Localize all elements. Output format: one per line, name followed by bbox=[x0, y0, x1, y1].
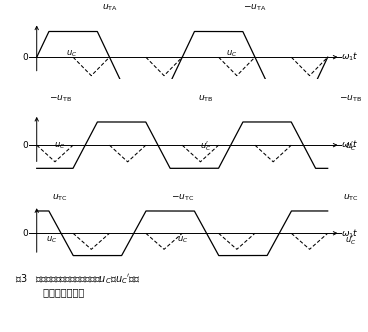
Text: $u_C^{\prime}$: $u_C^{\prime}$ bbox=[200, 139, 211, 153]
Text: $u_{\mathrm{TC}}$: $u_{\mathrm{TC}}$ bbox=[52, 193, 68, 203]
Text: $u_C$: $u_C$ bbox=[177, 235, 188, 245]
Text: $u_C$: $u_C$ bbox=[46, 235, 57, 245]
Text: $u_{\mathrm{TB}}$: $u_{\mathrm{TB}}$ bbox=[198, 94, 213, 105]
Text: $-u_{\mathrm{TB}}$: $-u_{\mathrm{TB}}$ bbox=[340, 94, 362, 105]
Text: $-u_{\mathrm{TC}}$: $-u_{\mathrm{TC}}$ bbox=[171, 193, 194, 203]
Text: 0: 0 bbox=[22, 141, 28, 150]
Text: 0: 0 bbox=[22, 229, 28, 238]
Text: $\omega_1 t$: $\omega_1 t$ bbox=[341, 139, 359, 151]
Text: $-u_{\mathrm{TB}}$: $-u_{\mathrm{TB}}$ bbox=[49, 94, 71, 105]
Text: $u_C^{\prime}$: $u_C^{\prime}$ bbox=[345, 233, 357, 247]
Text: $u_C^{\prime}$: $u_C^{\prime}$ bbox=[345, 139, 357, 153]
Text: $\omega_1 t$: $\omega_1 t$ bbox=[341, 227, 359, 239]
Text: $u_{\mathrm{TC}}$: $u_{\mathrm{TC}}$ bbox=[343, 193, 359, 203]
Text: 0: 0 bbox=[22, 53, 28, 62]
Text: $u_C$: $u_C$ bbox=[66, 49, 77, 59]
Text: $u_C$: $u_C$ bbox=[226, 49, 237, 59]
Text: $-u_{\mathrm{TA}}$: $-u_{\mathrm{TA}}$ bbox=[243, 2, 267, 13]
Text: $\omega_1 t$: $\omega_1 t$ bbox=[341, 51, 359, 63]
Text: $u_C$: $u_C$ bbox=[54, 140, 66, 151]
Text: $u_{\mathrm{TA}}$: $u_{\mathrm{TA}}$ bbox=[102, 2, 117, 13]
Text: 图3   三相梯形波与两组载波三角波$u_C$和$u_C{'}$切换
         位置的对应关系: 图3 三相梯形波与两组载波三角波$u_C$和$u_C{'}$切换 位置的对应关系 bbox=[15, 272, 140, 298]
